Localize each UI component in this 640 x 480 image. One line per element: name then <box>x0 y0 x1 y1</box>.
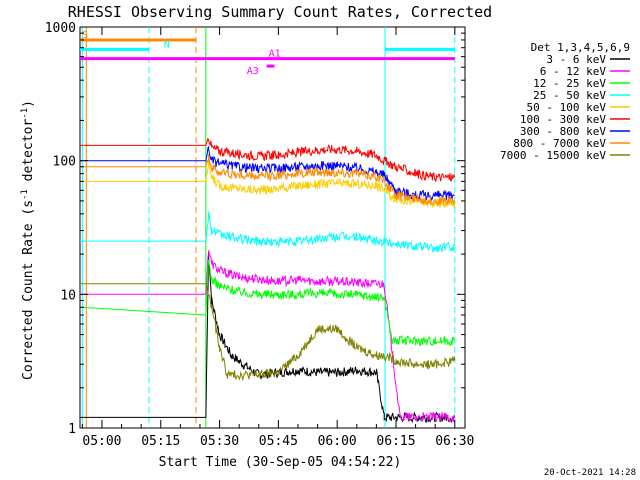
status-label-a1: A1 <box>269 49 281 60</box>
status-label-a3: A3 <box>247 66 259 77</box>
x-tick-label: 05:15 <box>141 434 180 449</box>
plot-frame <box>79 26 466 429</box>
x-tick-label: 06:00 <box>318 434 357 449</box>
series-line-7 <box>80 154 456 207</box>
x-tick-label: 06:30 <box>435 434 474 449</box>
status-label-s: S <box>82 30 88 41</box>
legend-entry-label: 6 - 12 keV <box>540 65 607 78</box>
series-line-4 <box>80 159 456 209</box>
y-axis-label-end: ) <box>21 100 36 108</box>
x-tick-label: 05:45 <box>259 434 298 449</box>
y-axis-label: Corrected Count Rate (s-1 detector-1) <box>20 100 36 380</box>
series-line-2 <box>80 259 456 347</box>
chart-title: RHESSI Observing Summary Count Rates, Co… <box>68 3 492 21</box>
legend-entry-label: 300 - 800 keV <box>520 125 606 138</box>
series-line-0 <box>80 253 455 424</box>
y-axis-label-sup1: -1 <box>20 189 30 200</box>
legend-title: Det 1,3,4,5,6,9 <box>531 41 630 54</box>
legend-entry-label: 7000 - 15000 keV <box>500 149 606 162</box>
x-tick-label: 05:30 <box>200 434 239 449</box>
y-tick-label: 1 <box>68 422 76 437</box>
legend-entry-label: 3 - 6 keV <box>546 53 606 66</box>
status-label-n: N <box>164 39 170 50</box>
series-line-5 <box>80 138 456 182</box>
legend-entry-label: 25 - 50 keV <box>533 89 606 102</box>
series-line-3 <box>80 211 456 253</box>
legend-entry-label: 50 - 100 keV <box>527 101 607 114</box>
y-axis-label-sup2: -1 <box>20 108 30 119</box>
series-line-6 <box>80 145 455 202</box>
x-tick-label: 05:00 <box>82 434 121 449</box>
y-tick-label: 10 <box>60 288 76 303</box>
vertical-markers <box>81 27 456 428</box>
x-tick-label: 06:15 <box>376 434 415 449</box>
axes: 1 10 100 1000 05:00 05:15 05:30 05:45 06:00 06:15… <box>45 21 475 449</box>
series-line-8 <box>80 283 456 382</box>
footer-timestamp: 20-Oct-2021 14:28 <box>544 468 636 478</box>
x-axis-label: Start Time (30-Sep-05 04:54:22) <box>159 455 402 470</box>
legend-entry-label: 800 - 7000 keV <box>513 137 606 150</box>
series-line-1 <box>80 250 456 423</box>
legend-entry-label: 12 - 25 keV <box>533 77 606 90</box>
y-axis-label-mid: detector <box>21 119 36 190</box>
data-series <box>80 138 456 424</box>
y-tick-label: 100 <box>53 155 76 170</box>
plot-frame-rect <box>79 26 466 429</box>
legend-entry-label: 100 - 300 keV <box>520 113 606 126</box>
y-axis-label-main: Corrected Count Rate (s <box>21 200 36 380</box>
status-bars: S N A1 A3 <box>80 30 455 77</box>
y-tick-label: 1000 <box>45 21 76 36</box>
